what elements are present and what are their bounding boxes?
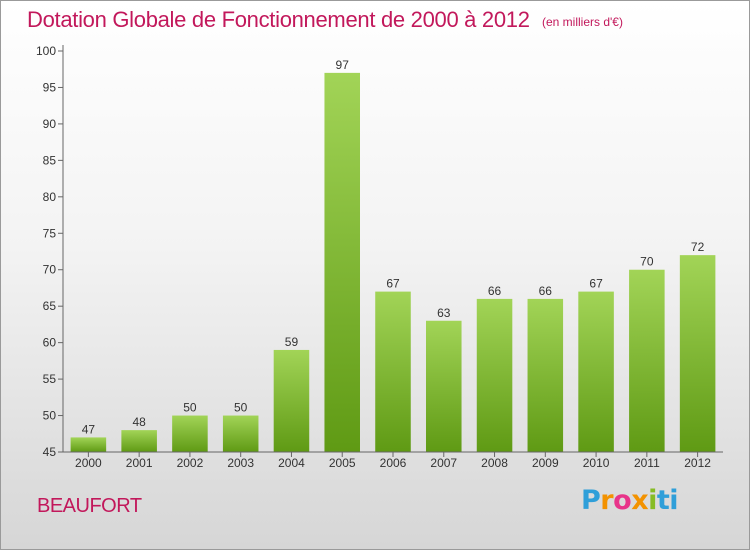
bar-2012 [679,255,716,452]
bar-2003 [222,415,259,452]
data-label-2010: 67 [589,277,603,291]
x-tick-label-2007: 2007 [430,456,457,470]
data-label-2012: 72 [691,240,705,254]
x-tick-label-2005: 2005 [329,456,356,470]
x-tick-label-2001: 2001 [126,456,153,470]
y-tick-label: 80 [43,190,57,204]
data-label-2002: 50 [183,401,197,415]
bar-2007 [426,320,462,452]
data-label-2005: 97 [336,58,350,72]
bar-2001 [121,430,157,452]
x-tick-label-2000: 2000 [75,456,102,470]
y-tick-label: 90 [43,117,57,131]
y-tick-label: 100 [36,44,56,58]
bar-2009 [527,298,564,452]
data-label-2006: 67 [386,277,400,291]
data-label-2007: 63 [437,306,451,320]
bar-2008 [476,298,513,452]
y-tick-label: 45 [43,445,57,459]
bar-2006 [375,291,411,452]
bar-2002 [172,415,208,452]
commune-name: BEAUFORT [37,495,142,517]
chart-title: Dotation Globale de Fonctionnement de 20… [27,7,530,32]
x-tick-label-2003: 2003 [227,456,254,470]
y-tick-label: 60 [43,336,57,350]
y-tick-label: 55 [43,372,57,386]
x-tick-label-2004: 2004 [278,456,305,470]
x-tick-label-2012: 2012 [684,456,711,470]
y-tick-label: 75 [43,226,57,240]
y-axis: 45 50 55 60 65 70 75 80 85 90 95 100 [36,44,64,459]
x-tick-label-2008: 2008 [481,456,508,470]
x-tick-label-2006: 2006 [380,456,407,470]
data-label-2011: 70 [640,255,654,269]
proxiti-logo[interactable]: Proxiti [581,485,679,516]
x-tick-label-2002: 2002 [177,456,204,470]
data-label-2008: 66 [488,284,502,298]
bar-2010 [578,291,614,452]
bars: 47 48 50 50 59 97 67 63 66 66 67 70 72 [70,58,716,452]
data-label-2003: 50 [234,401,248,415]
y-tick-label: 70 [43,263,57,277]
y-tick-label: 50 [43,409,57,423]
x-axis: 2000 2001 2002 2003 2004 2005 2006 2007 2008 2009… [63,451,723,470]
x-tick-label-2011: 2011 [634,456,660,470]
data-label-2001: 48 [132,415,146,429]
y-tick-label: 95 [43,80,57,94]
bar-2011 [629,269,665,452]
bar-2005 [324,72,360,452]
data-label-2000: 47 [82,422,96,436]
data-label-2009: 66 [539,284,553,298]
x-tick-label-2009: 2009 [532,456,559,470]
bar-2004 [273,349,310,452]
y-tick-label: 85 [43,153,57,167]
y-tick-label: 65 [43,299,57,313]
chart-subtitle: (en milliers d'€) [542,15,623,29]
x-tick-label-2010: 2010 [583,456,610,470]
bar-2000 [70,437,107,452]
data-label-2004: 59 [285,335,299,349]
